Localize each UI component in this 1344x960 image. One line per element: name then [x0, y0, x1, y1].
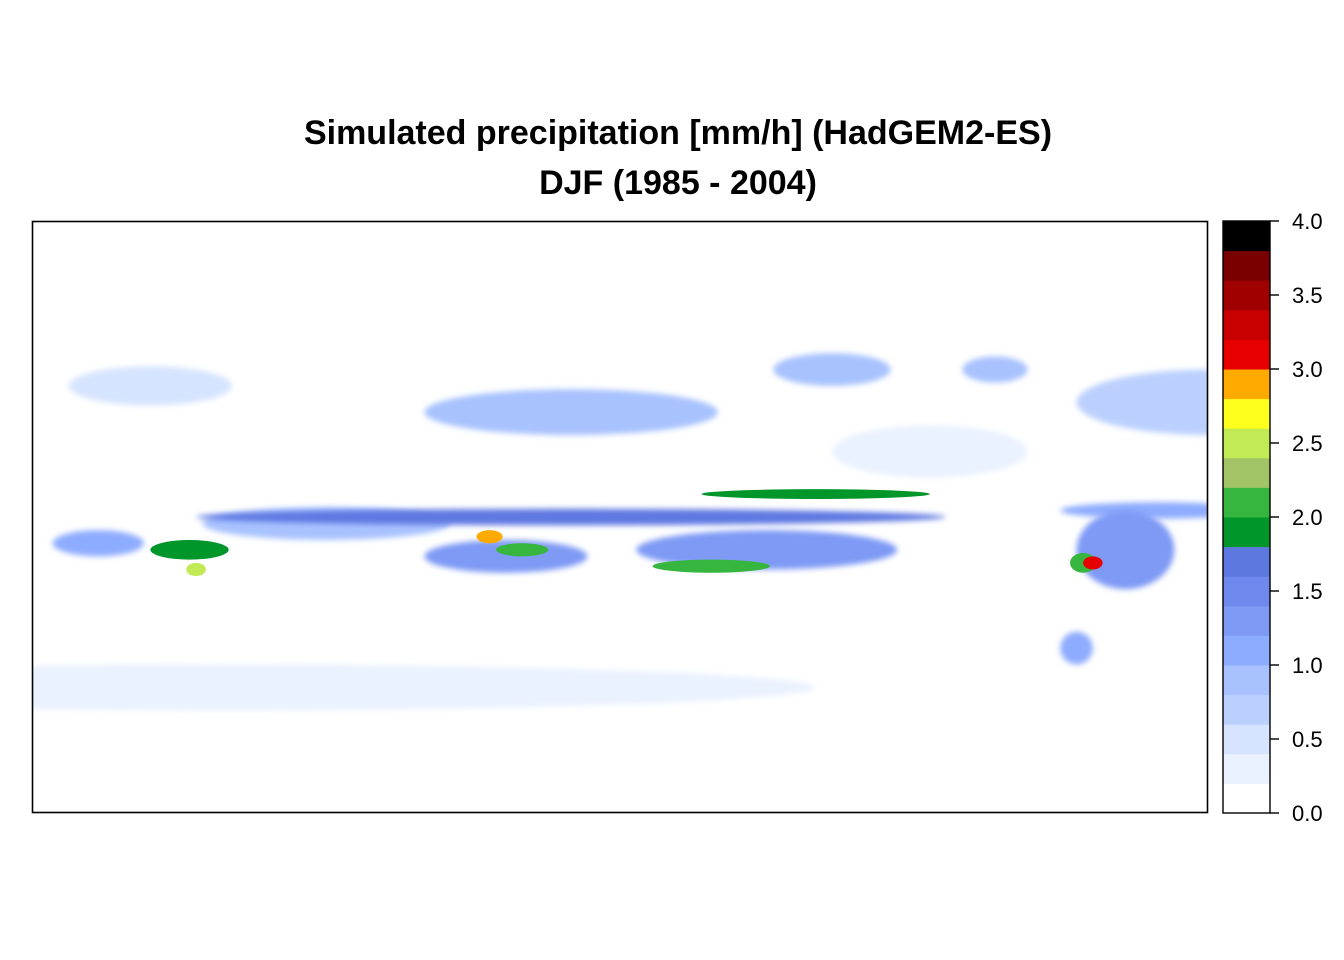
colorbar-bin-18 [1223, 250, 1270, 281]
precip-feature-12 [1076, 369, 1207, 436]
precip-feature-6 [496, 543, 549, 557]
colorbar-tick-label-3: 1.5 [1292, 579, 1323, 604]
colorbar-bin-7 [1223, 576, 1270, 607]
colorbar-bin-13 [1223, 398, 1270, 429]
colorbar-bin-11 [1223, 457, 1270, 488]
precip-feature-15 [1083, 556, 1103, 570]
colorbar-bin-14 [1223, 369, 1270, 400]
precip-feature-17 [33, 664, 816, 711]
precip-feature-18 [1060, 631, 1093, 665]
colorbar-bin-16 [1223, 309, 1270, 340]
colorbar-bin-4 [1223, 665, 1270, 696]
colorbar-tick-label-1: 0.5 [1292, 727, 1323, 752]
chart-title-block: Simulated precipitation [mm/h] (HadGEM2-… [32, 108, 1324, 208]
colorbar-tick-label-0: 0.0 [1292, 801, 1323, 826]
precip-feature-7 [652, 559, 771, 573]
precip-feature-3 [52, 530, 144, 557]
colorbar-tick-label-2: 1.0 [1292, 653, 1323, 678]
colorbar-bin-3 [1223, 694, 1270, 725]
colorbar-tick-label-6: 3.0 [1292, 357, 1323, 382]
colorbar-bin-19 [1223, 221, 1270, 252]
precip-feature-16 [1060, 502, 1207, 519]
precip-feature-8 [701, 489, 930, 499]
chart-title: Simulated precipitation [mm/h] (HadGEM2-… [303, 114, 1053, 152]
colorbar-bin-12 [1223, 428, 1270, 459]
colorbar-tick-label-5: 2.5 [1292, 431, 1323, 456]
colorbar-bin-17 [1223, 280, 1270, 311]
precip-feature-5 [636, 530, 898, 570]
colorbar-tick-label-7: 3.5 [1292, 283, 1323, 308]
precip-feature-21 [68, 366, 232, 406]
colorbar-tick-label-8: 4.0 [1292, 209, 1323, 234]
colorbar-tick-label-4: 2.0 [1292, 505, 1323, 530]
precip-feature-19 [186, 562, 206, 576]
colorbar-bin-6 [1223, 605, 1270, 636]
precip-feature-0 [196, 508, 947, 526]
colorbar-bin-10 [1223, 487, 1270, 518]
colorbar-bin-2 [1223, 724, 1270, 755]
precip-feature-13 [1076, 510, 1175, 590]
colorbar-bin-1 [1223, 753, 1270, 784]
colorbar: 0.0 0.5 1.0 1.5 2.0 2.5 3.0 3.5 4.0 [1222, 209, 1323, 826]
colorbar-bin-8 [1223, 546, 1270, 577]
precip-feature-10 [773, 353, 891, 386]
colorbar-bin-9 [1223, 517, 1270, 548]
chart-subtitle: DJF (1985 - 2004) [539, 164, 817, 202]
colorbar-bin-15 [1223, 339, 1270, 370]
precip-feature-2 [150, 539, 229, 560]
precip-feature-9 [424, 389, 718, 436]
map-frame [31, 220, 1209, 814]
precip-feature-22 [831, 425, 1028, 478]
precip-feature-20 [476, 530, 503, 544]
colorbar-bin-5 [1223, 635, 1270, 666]
precip-feature-11 [962, 356, 1028, 383]
precipitation-field [33, 353, 1207, 711]
colorbar-bin-0 [1223, 783, 1270, 814]
